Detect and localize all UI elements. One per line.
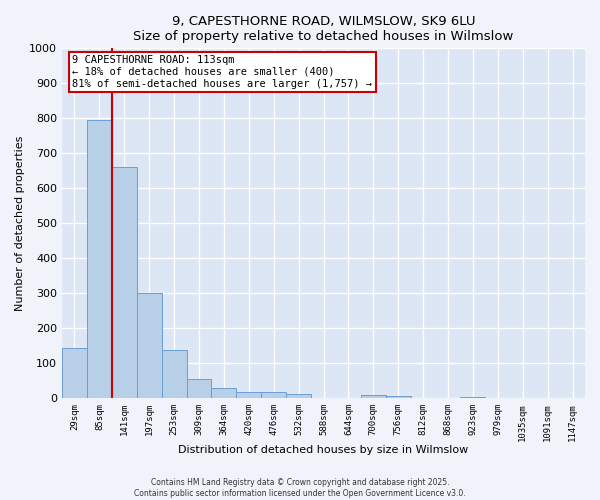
- Bar: [236, 392, 261, 398]
- Bar: [187, 379, 211, 398]
- Bar: [460, 396, 485, 398]
- Bar: [386, 396, 410, 398]
- Bar: [286, 394, 311, 398]
- Text: Contains HM Land Registry data © Crown copyright and database right 2025.
Contai: Contains HM Land Registry data © Crown c…: [134, 478, 466, 498]
- Title: 9, CAPESTHORNE ROAD, WILMSLOW, SK9 6LU
Size of property relative to detached hou: 9, CAPESTHORNE ROAD, WILMSLOW, SK9 6LU S…: [133, 15, 514, 43]
- Bar: [112, 168, 137, 398]
- Bar: [261, 392, 286, 398]
- Y-axis label: Number of detached properties: Number of detached properties: [15, 136, 25, 311]
- X-axis label: Distribution of detached houses by size in Wilmslow: Distribution of detached houses by size …: [178, 445, 469, 455]
- Bar: [62, 348, 87, 399]
- Bar: [361, 395, 386, 398]
- Bar: [137, 294, 161, 399]
- Bar: [87, 120, 112, 398]
- Text: 9 CAPESTHORNE ROAD: 113sqm
← 18% of detached houses are smaller (400)
81% of sem: 9 CAPESTHORNE ROAD: 113sqm ← 18% of deta…: [73, 56, 373, 88]
- Bar: [211, 388, 236, 398]
- Bar: [161, 350, 187, 399]
